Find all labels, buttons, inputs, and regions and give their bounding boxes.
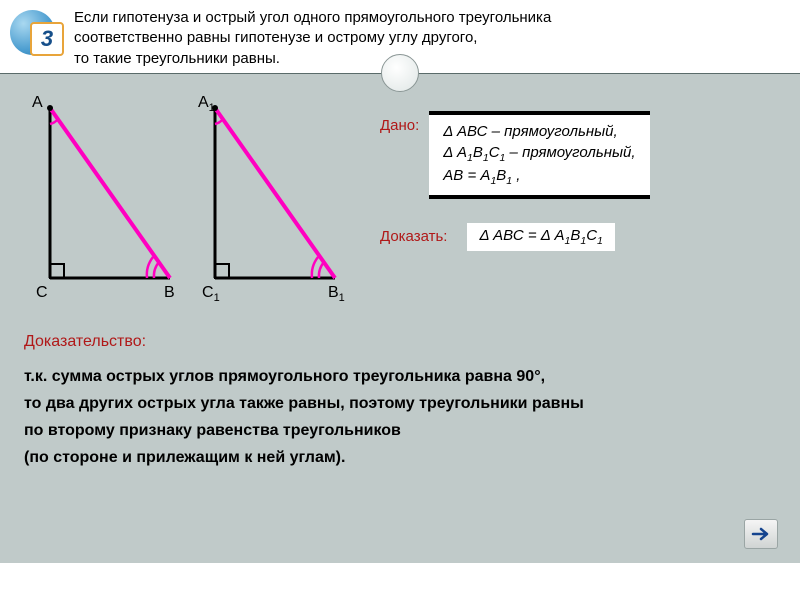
svg-text:В: В — [164, 284, 175, 301]
svg-text:В1: В1 — [328, 284, 345, 304]
proof-section: Доказательство: т.к. сумма острых углов … — [24, 333, 776, 472]
triangles-diagram: А В С А1 В1 С1 — [20, 83, 370, 313]
svg-text:А: А — [32, 94, 43, 111]
svg-text:А1: А1 — [198, 94, 215, 114]
given-label: Дано: — [380, 111, 419, 134]
given-line: Δ АВС – прямоугольный, — [443, 121, 635, 142]
given-line: АВ = А1В1 , — [443, 165, 635, 189]
given-line: Δ А1В1С1 – прямоугольный, — [443, 142, 635, 166]
badge-number: 3 — [30, 22, 64, 56]
main-content: А В С А1 В1 С1 Дано: Δ АВС – прямоугольн… — [0, 73, 800, 563]
proof-body: т.к. сумма острых углов прямоугольного т… — [24, 363, 776, 472]
theorem-line: соответственно равны гипотенузе и остром… — [74, 28, 551, 48]
divider-knob-icon — [381, 54, 419, 92]
divider — [0, 70, 800, 76]
theorem-line: то такие треугольники равны. — [74, 49, 551, 69]
theorem-number-badge: 3 — [8, 8, 68, 68]
given-box: Δ АВС – прямоугольный, Δ А1В1С1 – прямоу… — [429, 111, 649, 199]
proof-line: (по стороне и прилежащим к ней углам). — [24, 444, 776, 471]
prove-label: Доказать: — [380, 228, 447, 245]
given-section: Дано: Δ АВС – прямоугольный, Δ А1В1С1 – … — [380, 111, 650, 199]
theorem-line: Если гипотенуза и острый угол одного пря… — [74, 8, 551, 28]
arrow-right-icon — [751, 526, 771, 542]
proof-line: то два других острых угла также равны, п… — [24, 390, 776, 417]
prove-section: Доказать: Δ АВС = Δ А1В1С1 — [380, 223, 615, 251]
svg-text:С1: С1 — [202, 284, 220, 304]
next-button[interactable] — [744, 519, 778, 549]
prove-box: Δ АВС = Δ А1В1С1 — [467, 223, 614, 251]
proof-line: по второму признаку равенства треугольни… — [24, 417, 776, 444]
proof-line: т.к. сумма острых углов прямоугольного т… — [24, 363, 776, 390]
svg-text:С: С — [36, 284, 48, 301]
theorem-statement: Если гипотенуза и острый угол одного пря… — [68, 8, 551, 69]
proof-label: Доказательство: — [24, 333, 776, 351]
